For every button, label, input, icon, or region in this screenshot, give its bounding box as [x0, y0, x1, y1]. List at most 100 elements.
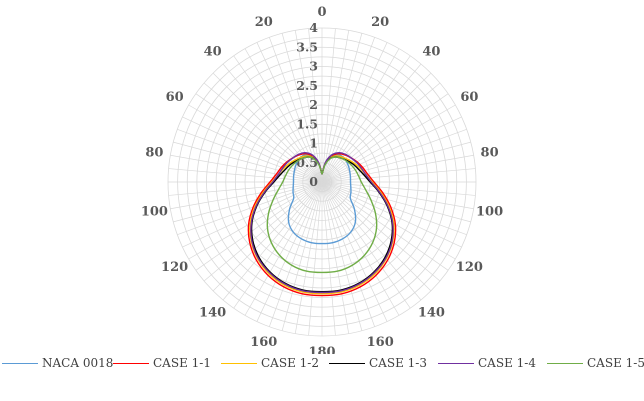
grid-spoke	[195, 181, 323, 271]
grid-spoke	[321, 129, 467, 183]
legend-label: NACA 0018	[42, 356, 114, 370]
grid-spoke	[321, 30, 350, 183]
angle-tick-label: 60	[166, 90, 184, 105]
grid-spoke	[256, 42, 323, 183]
grid-spoke	[321, 181, 376, 327]
grid-spoke	[321, 72, 432, 183]
legend-label: CASE 1-1	[153, 356, 211, 370]
grid-spoke	[244, 181, 323, 316]
legend-label: CASE 1-2	[261, 356, 319, 370]
legend-item: NACA 0018	[2, 354, 113, 372]
grid-spoke	[321, 116, 462, 183]
grid-spoke	[294, 30, 323, 183]
polar-chart: 0204060801001201401601801601401201008060…	[141, 5, 503, 354]
grid-spoke	[321, 154, 474, 183]
legend-item: CASE 1-3	[329, 354, 427, 372]
grid-spoke	[321, 181, 388, 322]
legend-swatch	[329, 362, 365, 364]
polar-grid	[167, 27, 477, 337]
angle-tick-label: 40	[204, 45, 222, 60]
series-lines	[247, 151, 397, 297]
legend-swatch	[438, 362, 474, 364]
grid-spoke	[321, 181, 476, 196]
angle-tick-label: 100	[476, 205, 503, 220]
grid-spoke	[321, 48, 400, 183]
legend-label: CASE 1-3	[369, 356, 427, 370]
grid-spoke	[321, 181, 400, 316]
grid-spoke	[321, 141, 471, 183]
angle-tick-label: 120	[456, 260, 483, 275]
grid-spoke	[308, 28, 323, 183]
grid-spoke	[321, 63, 422, 183]
series-line	[247, 152, 397, 297]
grid-spoke	[308, 181, 323, 336]
grid-spoke	[321, 168, 476, 183]
grid-spoke	[168, 168, 323, 183]
grid-spoke	[173, 141, 323, 183]
radial-tick-label: 2	[309, 97, 318, 112]
radial-tick-label: 0	[309, 174, 318, 189]
series-line	[249, 155, 395, 295]
grid-spoke	[195, 93, 323, 183]
grid-spoke	[321, 181, 471, 223]
grid-spoke	[294, 181, 323, 334]
grid-spoke	[177, 129, 323, 183]
angle-tick-labels: 0204060801001201401601801601401201008060…	[141, 5, 503, 354]
grid-spoke	[188, 104, 323, 183]
angle-tick-label: 140	[418, 305, 445, 320]
legend-item: CASE 1-1	[113, 354, 211, 372]
grid-spoke	[321, 181, 441, 282]
grid-spoke	[321, 82, 441, 183]
legend-label: CASE 1-5	[587, 356, 644, 370]
grid-spoke	[233, 55, 323, 183]
grid-spoke	[203, 82, 323, 183]
angle-tick-label: 40	[422, 45, 440, 60]
legend: NACA 0018 CASE 1-1 CASE 1-2 CASE 1-3 CASE 1-…	[0, 354, 644, 376]
grid-spoke	[170, 154, 323, 183]
grid-spoke	[321, 42, 388, 183]
grid-spoke	[182, 116, 323, 183]
grid-spoke	[321, 181, 411, 309]
grid-spoke	[321, 181, 467, 235]
grid-spoke	[188, 181, 323, 260]
grid-spoke	[321, 28, 336, 183]
grid-spoke	[321, 181, 336, 336]
grid-spoke	[268, 181, 323, 327]
grid-spoke	[173, 181, 323, 223]
grid-spoke	[222, 181, 323, 301]
grid-spoke	[233, 181, 323, 309]
grid-spoke	[212, 181, 323, 292]
legend-label: CASE 1-4	[478, 356, 536, 370]
grid-spoke	[321, 181, 456, 260]
radial-tick-labels: 00.511.522.533.54	[296, 20, 318, 189]
legend-swatch	[547, 362, 583, 364]
angle-tick-label: 160	[367, 335, 394, 350]
legend-swatch	[113, 362, 149, 364]
angle-tick-label: 120	[161, 260, 188, 275]
grid-spoke	[321, 181, 350, 334]
series-line	[287, 153, 357, 245]
radial-tick-label: 2.5	[296, 78, 318, 93]
series-line	[266, 156, 378, 274]
radial-tick-label: 4	[309, 20, 318, 35]
legend-item: CASE 1-2	[221, 354, 319, 372]
grid-spoke	[321, 55, 411, 183]
grid-spoke	[203, 181, 323, 282]
legend-item: CASE 1-5	[547, 354, 644, 372]
angle-tick-label: 80	[481, 145, 499, 160]
grid-spoke	[321, 181, 449, 271]
angle-tick-label: 180	[308, 345, 335, 354]
grid-spoke	[321, 181, 432, 292]
angle-tick-label: 140	[199, 305, 226, 320]
grid-spoke	[321, 181, 363, 331]
grid-spoke	[281, 181, 323, 331]
grid-spoke	[321, 181, 422, 301]
legend-swatch	[2, 362, 38, 364]
grid-spoke	[168, 181, 323, 196]
series-line	[250, 156, 394, 293]
angle-tick-label: 20	[255, 15, 273, 30]
radial-tick-label: 3	[309, 59, 318, 74]
legend-swatch	[221, 362, 257, 364]
grid-spoke	[244, 48, 323, 183]
series-line	[250, 151, 394, 294]
